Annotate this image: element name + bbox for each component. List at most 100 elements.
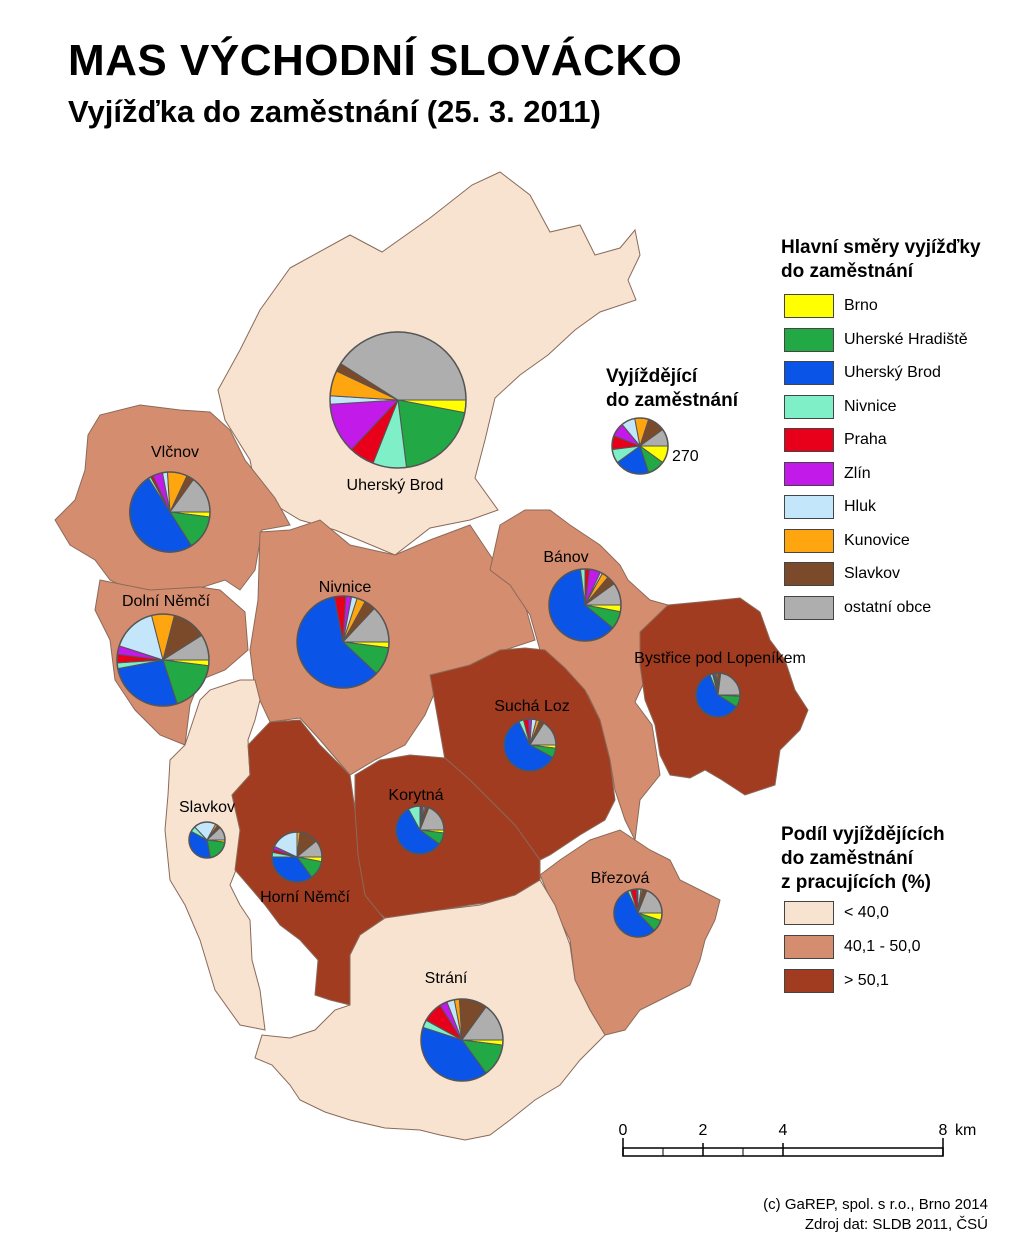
share-label: > 50,1 bbox=[844, 972, 889, 989]
municipality-label-6: Suchá Loz bbox=[494, 698, 570, 715]
direction-swatch bbox=[784, 327, 834, 352]
pie-chart-5[interactable] bbox=[695, 672, 741, 718]
direction-legend-title: Hlavní směry vyjížďky do zaměstnání bbox=[781, 236, 981, 284]
credits-line-1: (c) GaREP, spol. s r.o., Brno 2014 bbox=[763, 1196, 988, 1213]
pie-chart-8[interactable] bbox=[188, 821, 226, 859]
direction-swatch bbox=[784, 294, 834, 318]
map-title: MAS VÝCHODNÍ SLOVÁCKO bbox=[68, 36, 683, 85]
pie-3-outline bbox=[296, 595, 390, 689]
direction-legend-item: Brno bbox=[784, 293, 878, 319]
pie-chart-11[interactable] bbox=[420, 998, 504, 1082]
share-legend-item: 40,1 - 50,0 bbox=[784, 934, 921, 960]
pie-10-outline bbox=[613, 888, 663, 938]
pie-4-outline bbox=[548, 568, 622, 642]
municipality-label-2: Dolní Němčí bbox=[122, 593, 211, 610]
share-swatch bbox=[784, 901, 834, 925]
direction-swatch bbox=[784, 595, 834, 620]
municipality-label-1: Vlčnov bbox=[151, 444, 199, 461]
pie-chart-3[interactable] bbox=[296, 595, 390, 689]
size-legend-value: 270 bbox=[672, 448, 699, 465]
scale-tick-4: 4 bbox=[779, 1122, 788, 1139]
direction-legend-item: Praha bbox=[784, 427, 887, 453]
direction-swatch bbox=[784, 461, 834, 486]
municipality-label-9: Horní Němčí bbox=[260, 889, 350, 906]
direction-label: Uherské Hradiště bbox=[844, 330, 968, 348]
pie-7-outline bbox=[395, 805, 445, 855]
share-legend-item: > 50,1 bbox=[784, 968, 889, 994]
direction-label: Hluk bbox=[844, 498, 877, 515]
direction-label: ostatní obce bbox=[844, 598, 932, 616]
direction-label: Nivnice bbox=[844, 397, 897, 415]
pie-chart-1[interactable] bbox=[129, 471, 211, 553]
municipality-label-10: Březová bbox=[591, 870, 650, 887]
credits: (c) GaREP, spol. s r.o., Brno 2014 Zdroj… bbox=[700, 1195, 988, 1235]
direction-label: Brno bbox=[844, 297, 878, 314]
direction-swatch bbox=[784, 361, 834, 385]
pie-5-outline bbox=[695, 672, 741, 718]
pie-chart-10[interactable] bbox=[613, 888, 663, 938]
pie-2-outline bbox=[116, 613, 210, 707]
pie-chart-7[interactable] bbox=[395, 805, 445, 855]
direction-legend-item: Zlín bbox=[784, 461, 871, 487]
direction-legend-item: Uherské Hradiště bbox=[784, 327, 968, 353]
scale-bar: 0 2 4 8 km bbox=[619, 1122, 976, 1157]
municipality-label-11: Strání bbox=[425, 970, 468, 987]
direction-legend-item: ostatní obce bbox=[784, 595, 931, 621]
direction-legend-item: Slavkov bbox=[784, 561, 900, 587]
direction-label: Slavkov bbox=[844, 565, 901, 582]
pie-0-outline bbox=[329, 331, 467, 469]
share-legend-title-2: do zaměstnání bbox=[781, 848, 913, 869]
pie-chart-2[interactable] bbox=[116, 613, 210, 707]
municipality-label-4: Bánov bbox=[543, 549, 588, 566]
direction-label: Zlín bbox=[844, 464, 871, 482]
pie-11-outline bbox=[420, 998, 504, 1082]
scale-tick-2: 2 bbox=[699, 1122, 708, 1139]
share-swatch bbox=[784, 935, 834, 959]
share-label: < 40,0 bbox=[844, 904, 889, 921]
municipality-label-3: Nivnice bbox=[319, 579, 372, 596]
municipality-label-5: Bystřice pod Lopeníkem bbox=[634, 650, 806, 667]
share-legend-item: < 40,0 bbox=[784, 900, 889, 926]
pie-chart-9[interactable] bbox=[271, 831, 323, 883]
pie-chart-4[interactable] bbox=[548, 568, 622, 642]
direction-swatch bbox=[784, 562, 834, 586]
size-legend-title-2: do zaměstnání bbox=[606, 390, 739, 411]
size-legend-pie bbox=[611, 417, 669, 475]
share-legend-title: Podíl vyjíždějících do zaměstnání z prac… bbox=[781, 823, 945, 895]
pie-1-outline bbox=[129, 471, 211, 553]
direction-legend-item: Kunovice bbox=[784, 528, 910, 554]
share-label: 40,1 - 50,0 bbox=[844, 938, 921, 955]
municipality-label-0: Uherský Brod bbox=[347, 477, 444, 494]
direction-legend-item: Nivnice bbox=[784, 394, 896, 420]
municipality-label-7: Korytná bbox=[388, 787, 443, 804]
map-subtitle: Vyjížďka do zaměstnání (25. 3. 2011) bbox=[68, 94, 601, 129]
direction-swatch bbox=[784, 394, 834, 419]
direction-swatch bbox=[784, 495, 834, 519]
direction-swatch bbox=[784, 428, 834, 452]
scale-tick-0: 0 bbox=[619, 1122, 628, 1139]
size-legend-title-1: Vyjíždějící bbox=[606, 366, 698, 387]
size-legend-pie-outline bbox=[611, 417, 669, 475]
share-legend-title-1: Podíl vyjíždějících bbox=[781, 824, 945, 845]
direction-legend-title-2: do zaměstnání bbox=[781, 261, 913, 282]
direction-label: Praha bbox=[844, 431, 887, 448]
direction-legend-item: Hluk bbox=[784, 494, 876, 520]
share-legend-title-3: z pracujících (%) bbox=[781, 872, 931, 893]
direction-legend-title-1: Hlavní směry vyjížďky bbox=[781, 237, 981, 258]
municipality-label-8: Slavkov bbox=[179, 799, 235, 816]
scale-unit: km bbox=[955, 1122, 976, 1139]
pie-chart-6[interactable] bbox=[503, 718, 557, 772]
pie-9-outline bbox=[271, 831, 323, 883]
direction-legend-item: Uherský Brod bbox=[784, 360, 941, 386]
region-strani[interactable] bbox=[254, 879, 606, 1141]
pie-8-outline bbox=[188, 821, 226, 859]
direction-label: Kunovice bbox=[844, 531, 910, 549]
credits-line-2: Zdroj dat: SLDB 2011, ČSÚ bbox=[804, 1216, 988, 1233]
scale-tick-8: 8 bbox=[939, 1122, 948, 1139]
pie-6-outline bbox=[503, 718, 557, 772]
share-swatch bbox=[784, 969, 834, 993]
direction-swatch bbox=[784, 528, 834, 553]
direction-label: Uherský Brod bbox=[844, 364, 941, 381]
pie-chart-0[interactable] bbox=[329, 331, 467, 469]
